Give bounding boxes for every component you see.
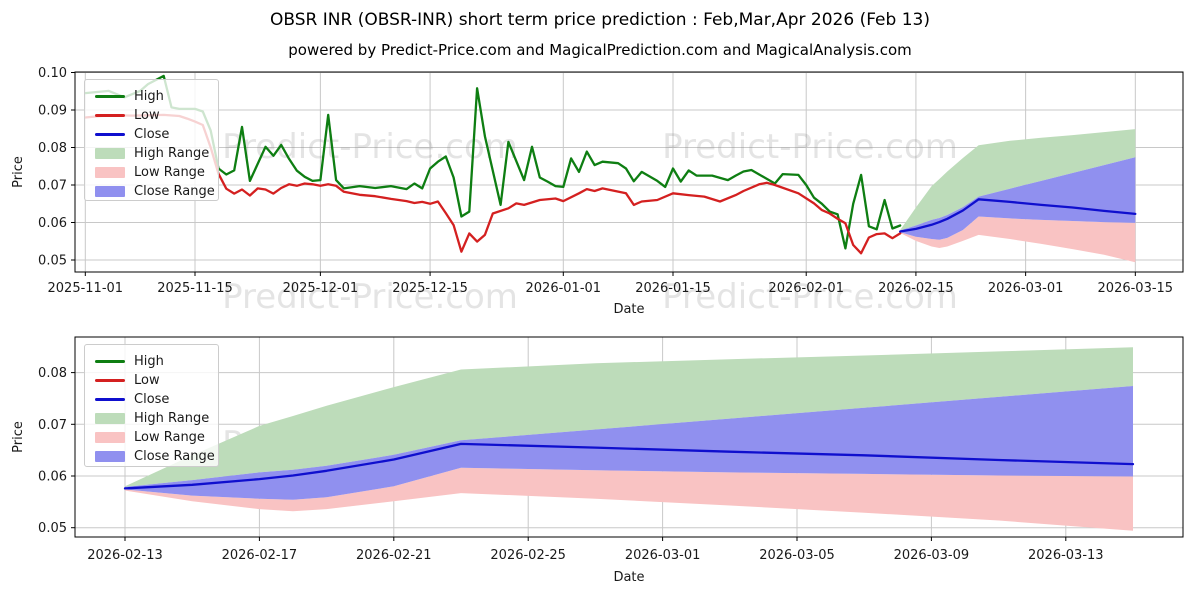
high-range-swatch xyxy=(95,147,125,159)
low-range-swatch xyxy=(95,166,125,178)
x-tick-label: 2026-02-13 xyxy=(87,548,163,563)
y-tick-label: 0.05 xyxy=(38,521,67,536)
high-line-swatch xyxy=(95,94,125,98)
close-range-swatch xyxy=(95,450,125,462)
x-tick-label: 2026-03-13 xyxy=(1028,548,1104,563)
low-range-swatch xyxy=(95,431,125,443)
x-tick-label: 2026-02-15 xyxy=(878,281,954,296)
legend-item-high: High xyxy=(95,87,210,105)
x-tick-label: 2026-01-15 xyxy=(635,281,711,296)
high-line-swatch xyxy=(95,359,125,363)
close-line-swatch xyxy=(95,397,125,401)
y-tick-label: 0.06 xyxy=(38,216,67,231)
x-tick-label: 2026-02-25 xyxy=(490,548,566,563)
x-tick-label: 2026-03-05 xyxy=(759,548,835,563)
y-axis-label: Price xyxy=(11,156,26,188)
watermark-text: Predict-Price.com xyxy=(662,127,958,167)
y-tick-label: 0.09 xyxy=(38,104,67,119)
chart-price-history-with-forecast: Predict-Price.com Predict-Price.com Predic… xyxy=(11,66,1184,317)
x-tick-label: 2026-02-01 xyxy=(768,281,844,296)
legend-item-low: Low xyxy=(95,371,210,389)
high-range-swatch xyxy=(95,412,125,424)
legend-item-high-range: High Range xyxy=(95,409,210,427)
legend-item-close-range: Close Range xyxy=(95,182,215,200)
legend-main-chart: High Low Close High Range Low Range Clos… xyxy=(84,79,219,201)
legend-item-close: Close xyxy=(95,390,210,408)
chart-forecast-detail: Predict-Price.comPredict-Price.com2026-0… xyxy=(11,336,1184,585)
legend-item-low-range: Low Range xyxy=(95,163,210,181)
axes-spine xyxy=(74,71,1184,273)
x-tick-label: 2026-03-01 xyxy=(988,281,1064,296)
low-line xyxy=(84,113,902,255)
low-line-swatch xyxy=(95,113,125,117)
x-tick-label: 2025-12-15 xyxy=(392,281,468,296)
low-range-band xyxy=(900,216,1136,263)
y-tick-label: 0.07 xyxy=(38,418,67,433)
low-line-swatch xyxy=(95,378,125,382)
x-tick-label: 2025-11-01 xyxy=(48,281,124,296)
y-tick-label: 0.06 xyxy=(38,470,67,485)
low-range-band xyxy=(125,467,1133,531)
x-tick-label: 2025-12-01 xyxy=(283,281,359,296)
x-axis-label: Date xyxy=(613,570,644,585)
legend-item-low: Low xyxy=(95,106,210,124)
legend-item-high: High xyxy=(95,352,210,370)
watermark-text: Predict-Price.com xyxy=(222,127,518,167)
chart-subtitle: powered by Predict-Price.com and Magical… xyxy=(288,41,912,59)
close-line xyxy=(123,442,1135,490)
legend-item-close: Close xyxy=(95,125,210,143)
x-tick-label: 2025-11-15 xyxy=(157,281,233,296)
high-range-band xyxy=(900,129,1136,231)
close-range-band xyxy=(125,386,1133,500)
y-tick-label: 0.10 xyxy=(38,66,67,81)
close-range-swatch xyxy=(95,185,125,197)
x-tick-label: 2026-02-21 xyxy=(356,548,432,563)
y-axis-label: Price xyxy=(11,421,26,453)
x-axis-label: Date xyxy=(613,302,644,317)
y-tick-label: 0.07 xyxy=(38,179,67,194)
chart-title: OBSR INR (OBSR-INR) short term price pre… xyxy=(270,10,930,30)
legend-item-low-range: Low Range xyxy=(95,428,210,446)
y-tick-label: 0.08 xyxy=(38,141,67,156)
x-tick-label: 2026-02-17 xyxy=(222,548,298,563)
high-range-band xyxy=(125,347,1133,487)
close-line xyxy=(899,198,1137,233)
x-tick-label: 2026-03-09 xyxy=(894,548,970,563)
y-tick-label: 0.05 xyxy=(38,254,67,269)
watermark-text: Predict-Price.com xyxy=(662,277,958,317)
y-tick-label: 0.08 xyxy=(38,366,67,381)
x-tick-label: 2026-03-01 xyxy=(625,548,701,563)
legend-item-high-range: High Range xyxy=(95,144,210,162)
close-range-band xyxy=(900,157,1136,240)
legend-item-close-range: Close Range xyxy=(95,447,215,465)
close-line-swatch xyxy=(95,132,125,136)
axes-spine xyxy=(74,336,1184,538)
legend-forecast-chart: High Low Close High Range Low Range Clos… xyxy=(84,344,219,467)
x-tick-label: 2026-03-15 xyxy=(1098,281,1174,296)
x-tick-label: 2026-01-01 xyxy=(526,281,602,296)
watermark-text: Predict-Price.com xyxy=(222,277,518,317)
high-line xyxy=(84,74,902,250)
